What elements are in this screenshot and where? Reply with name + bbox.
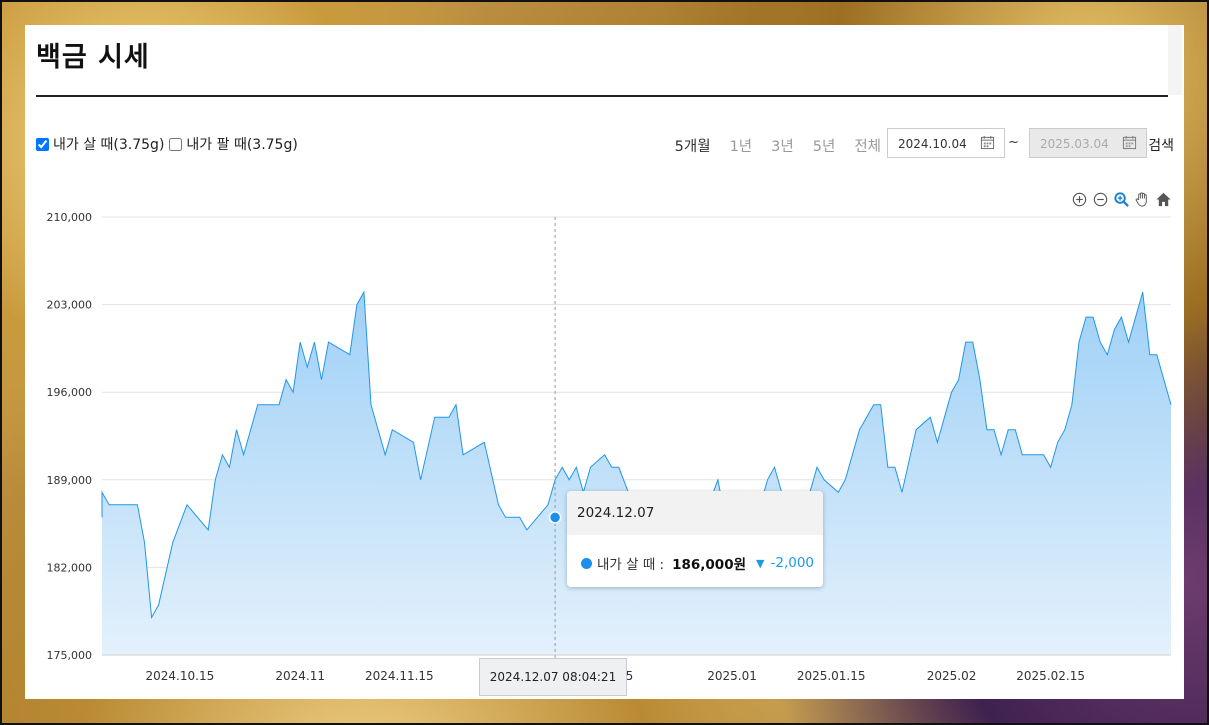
x-tick-label: 2025.01 <box>707 669 757 683</box>
highlight-point[interactable] <box>548 511 562 524</box>
tooltip-value: 186,000원 <box>672 557 747 573</box>
period-tabs: 5개월 1년 3년 5년 전체 <box>656 135 881 156</box>
x-tick-label: 2024.11.15 <box>365 669 434 683</box>
date-separator: ~ <box>1008 135 1019 150</box>
magnify-icon[interactable] <box>1113 191 1130 208</box>
calendar-icon[interactable] <box>1122 135 1137 150</box>
y-tick-label: 203,000 <box>47 299 93 312</box>
period-tab-4[interactable]: 전체 <box>854 139 881 155</box>
x-tick-label: 2024.10.15 <box>146 669 215 683</box>
sell-checkbox[interactable] <box>169 137 183 151</box>
series-area <box>102 292 1171 655</box>
series-marker-icon <box>581 557 592 569</box>
x-tick-label: 2025.01.15 <box>797 669 866 683</box>
sell-label: 내가 팔 때(3.75g) <box>186 137 298 153</box>
title-area: 백금 시세 <box>36 25 1182 97</box>
date-from-value: 2024.10.04 <box>898 137 967 151</box>
y-tick-label: 210,000 <box>47 211 93 224</box>
filter-controls: 내가 살 때(3.75g) 내가 팔 때(3.75g) 5개월 1년 3년 5년 전체 … <box>36 128 1181 160</box>
buy-checkbox-label[interactable]: 내가 살 때(3.75g) <box>36 134 164 154</box>
y-tick-label: 182,000 <box>47 561 93 574</box>
price-panel: 백금 시세 내가 살 때(3.75g) 내가 팔 때(3.75g) 5개월 1년 3… <box>25 25 1184 699</box>
buy-label: 내가 살 때(3.75g) <box>53 137 165 153</box>
zoom-out-icon[interactable] <box>1092 191 1109 208</box>
tooltip-date: 2024.12.07 <box>567 491 823 535</box>
chart-toolbar <box>1071 191 1172 208</box>
crosshair-date-label: 2024.12.07 08:04:21 <box>479 658 627 696</box>
period-tab-3[interactable]: 5년 <box>812 139 836 155</box>
tooltip-series-label: 내가 살 때 : <box>597 557 665 573</box>
price-chart: 210,000 203,000 196,000 189,000 182,000 175,0… <box>47 211 1172 683</box>
zoom-in-icon[interactable] <box>1071 191 1088 208</box>
down-arrow-icon: ▼ <box>756 556 765 570</box>
period-tab-1[interactable]: 1년 <box>729 139 753 155</box>
date-from-field[interactable]: 2024.10.04 <box>887 128 1005 158</box>
x-tick-label: 2024.11 <box>275 669 325 683</box>
y-tick-label: 175,000 <box>47 649 93 662</box>
chart-tooltip: 2024.12.07 내가 살 때 : 186,000원 ▼ -2,000 <box>567 491 823 587</box>
home-icon[interactable] <box>1155 191 1172 208</box>
title-scrollbar[interactable] <box>1168 25 1182 95</box>
series-checkboxes: 내가 살 때(3.75g) 내가 팔 때(3.75g) <box>36 134 303 154</box>
y-tick-label: 189,000 <box>47 474 93 487</box>
date-to-value: 2025.03.04 <box>1040 137 1109 151</box>
x-tick-label: 2025.02 <box>927 669 977 683</box>
tooltip-change: -2,000 <box>770 555 815 571</box>
date-to-field[interactable]: 2025.03.04 <box>1029 128 1147 158</box>
y-tick-label: 196,000 <box>47 386 93 399</box>
buy-checkbox[interactable] <box>36 137 49 151</box>
search-button[interactable]: 검색 <box>1148 138 1174 154</box>
tooltip-body: 내가 살 때 : 186,000원 ▼ -2,000 <box>567 535 823 573</box>
x-tick-label: 2025.02.15 <box>1016 669 1085 683</box>
period-tab-2[interactable]: 3년 <box>771 139 794 155</box>
calendar-icon[interactable] <box>980 135 995 150</box>
sell-checkbox-label[interactable]: 내가 팔 때(3.75g) <box>169 134 298 154</box>
period-tab-0[interactable]: 5개월 <box>674 139 711 155</box>
page-title: 백금 시세 <box>36 42 150 73</box>
pan-hand-icon[interactable] <box>1134 191 1151 208</box>
